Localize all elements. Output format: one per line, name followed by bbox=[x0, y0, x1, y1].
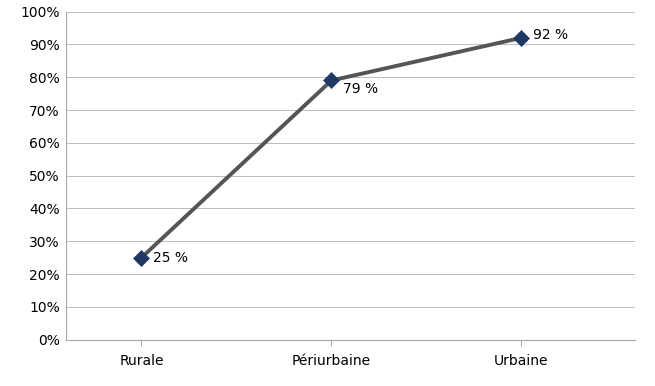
Text: 25 %: 25 % bbox=[153, 251, 188, 265]
Text: 92 %: 92 % bbox=[533, 27, 568, 42]
Text: 79 %: 79 % bbox=[343, 82, 378, 96]
